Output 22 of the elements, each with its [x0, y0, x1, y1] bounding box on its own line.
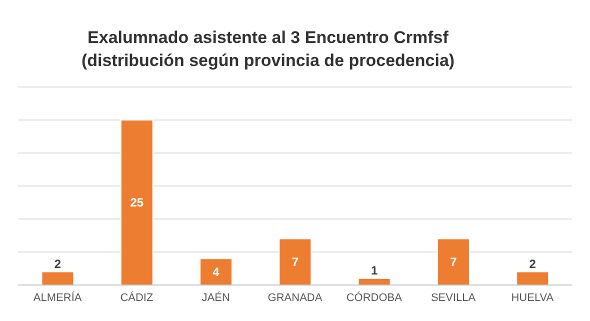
x-tick-label: JAÉN — [202, 290, 230, 304]
bar — [516, 271, 550, 285]
data-label: 7 — [450, 254, 458, 269]
bar — [358, 278, 391, 285]
data-label: 1 — [370, 263, 378, 278]
x-tick-label: CÓRDOBA — [346, 290, 403, 304]
data-label: 2 — [54, 256, 62, 271]
bar — [200, 258, 233, 285]
x-tick-label: HUELVA — [511, 292, 554, 304]
bar — [41, 271, 74, 285]
x-tick-label: CÁDIZ — [120, 290, 154, 304]
bar — [120, 120, 154, 285]
data-label: 7 — [292, 254, 299, 269]
chart-title: Exalumnado asistente al 3 Encuentro Crmfsf (distribución según provincia de procedencia) — [80, 27, 456, 72]
data-label: 25 — [130, 196, 144, 210]
data-label: 2 — [529, 256, 536, 271]
x-tick-label: SEVILLA — [430, 292, 476, 304]
x-tick-label: ALMERÍA — [33, 290, 82, 304]
data-label: 4 — [212, 264, 220, 279]
bar — [278, 238, 312, 285]
bar — [436, 238, 470, 285]
x-tick-label: GRANADA — [268, 292, 323, 304]
